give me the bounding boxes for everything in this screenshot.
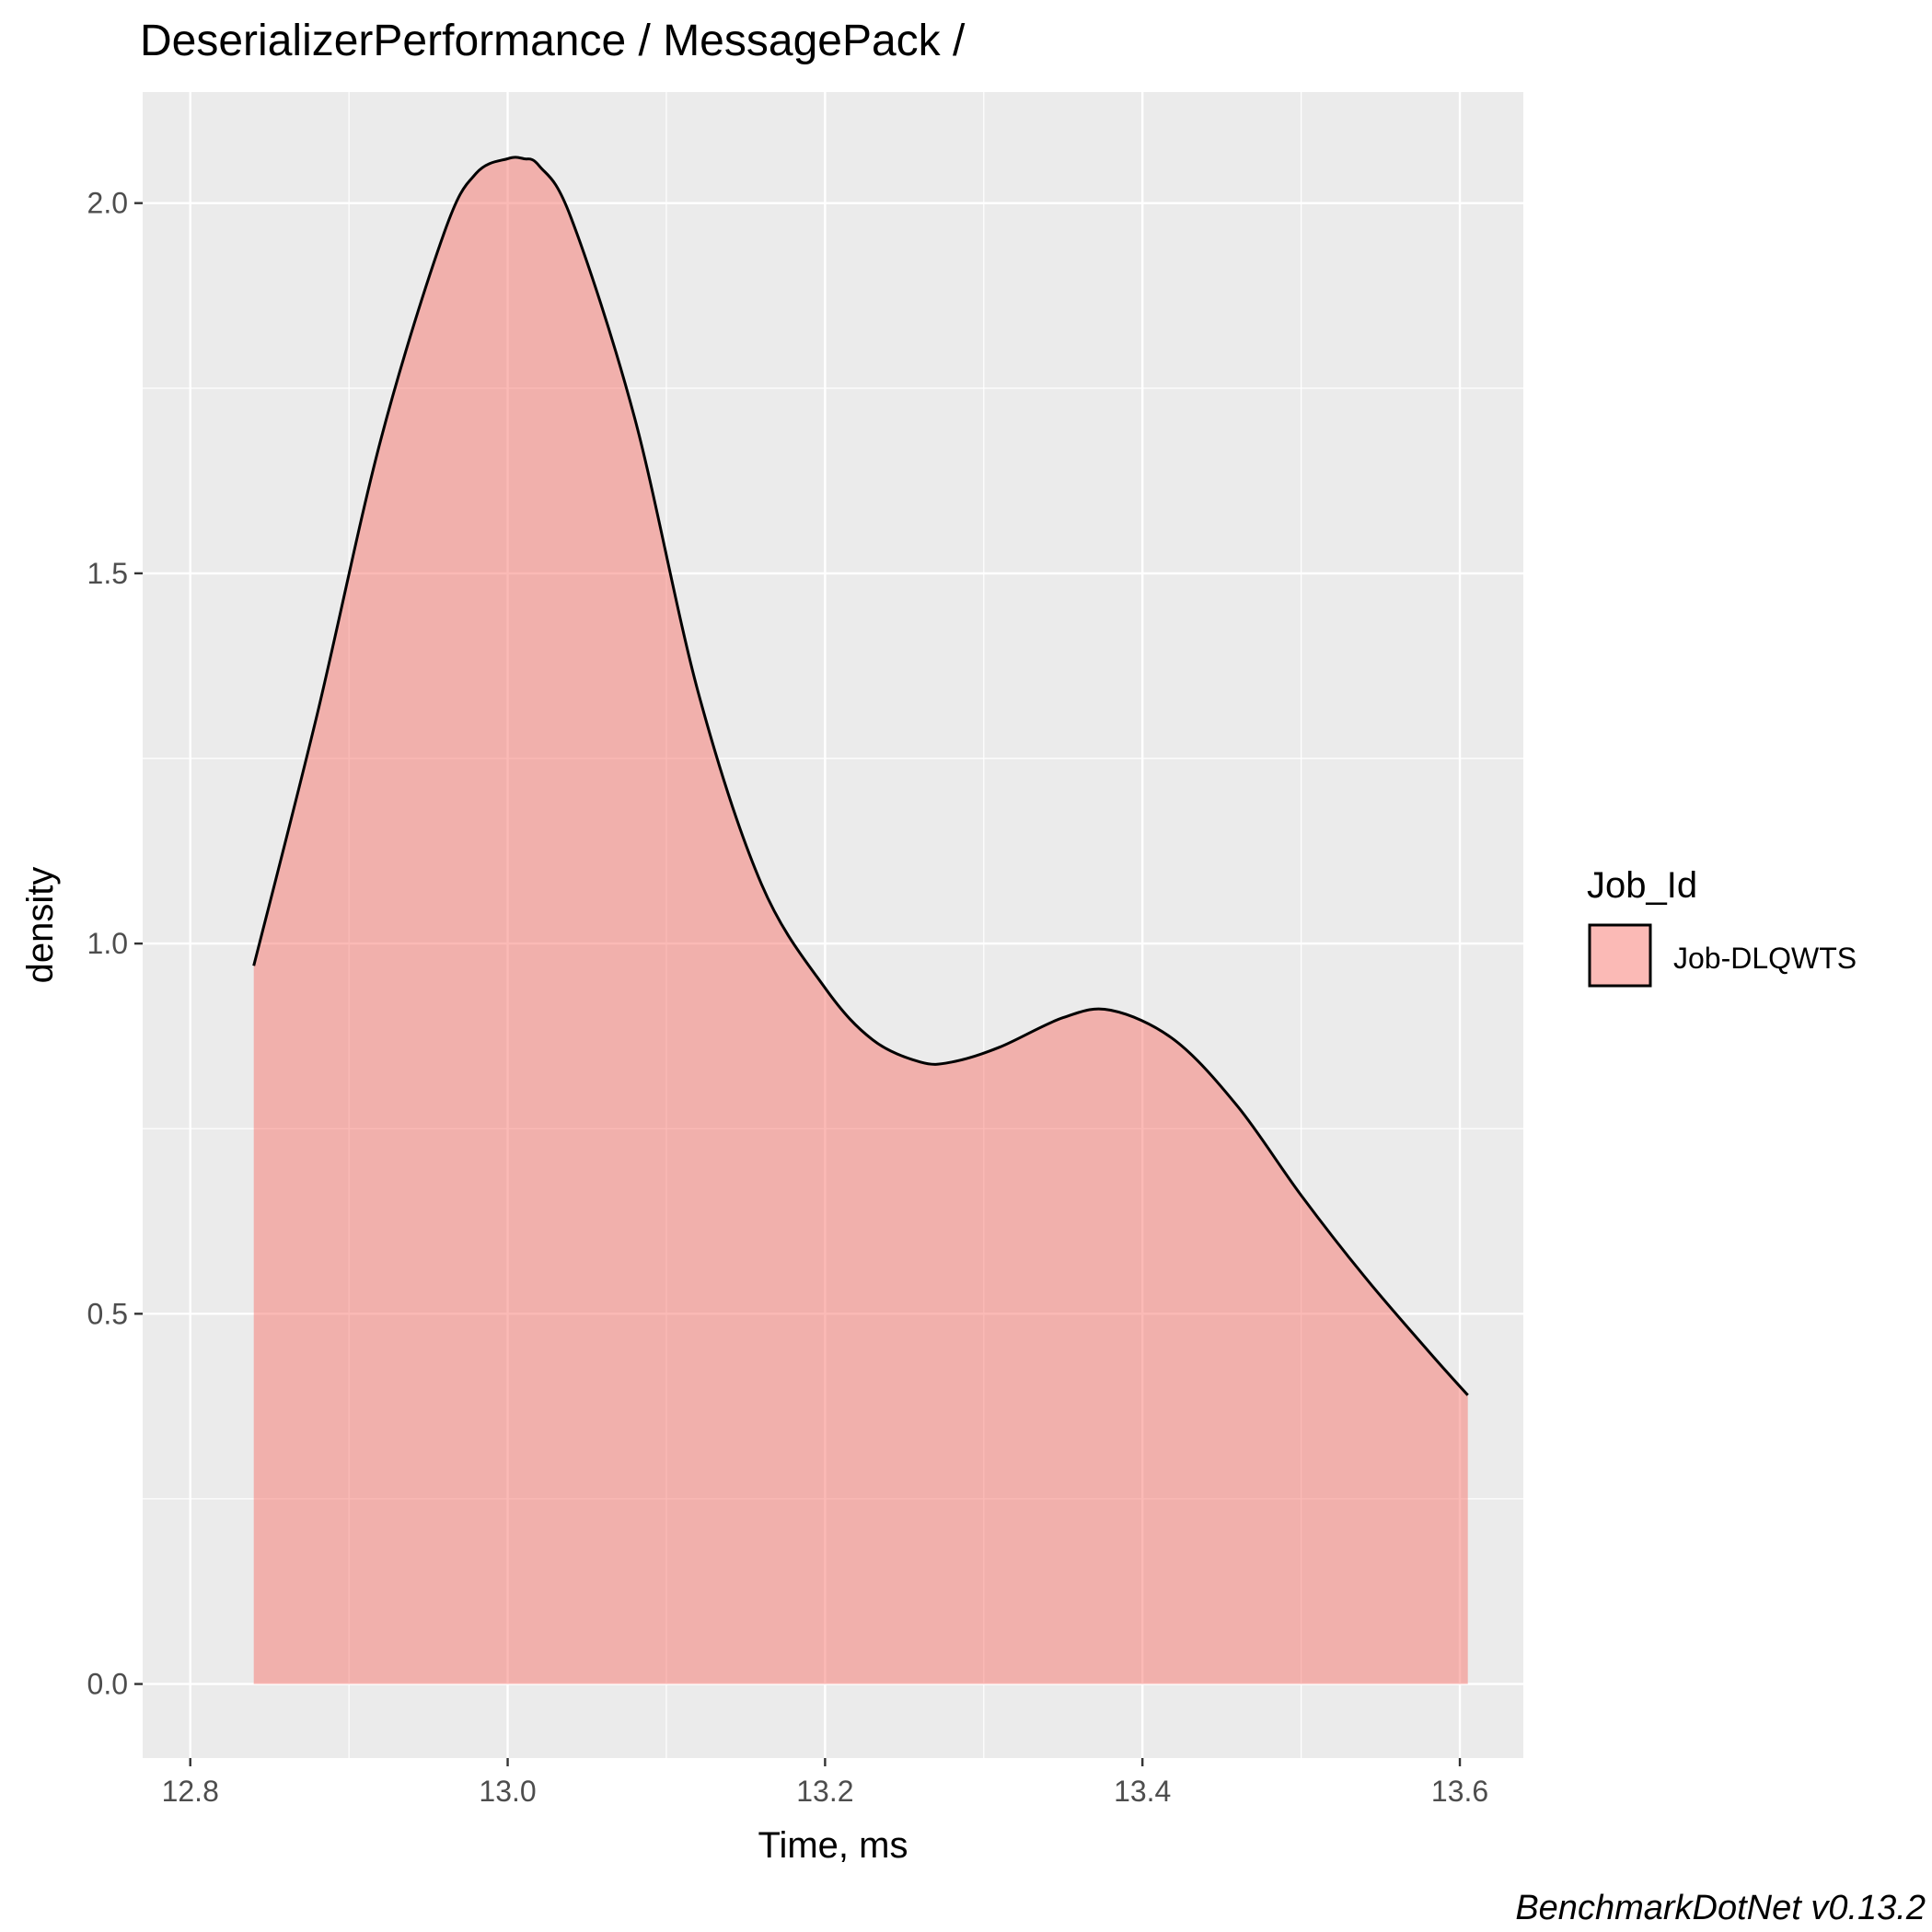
- x-tick-label: 13.6: [1431, 1775, 1488, 1808]
- legend: Job_Id Job-DLQWTS: [1587, 865, 1857, 988]
- x-tick-label: 12.8: [162, 1775, 219, 1808]
- x-tick-label: 13.2: [796, 1775, 853, 1808]
- y-tick-label: 2.0: [87, 187, 128, 220]
- density-line-job-dlqwts: [252, 156, 1469, 1396]
- y-tick-label: 0.5: [87, 1297, 128, 1330]
- y-tick-label: 1.0: [87, 927, 128, 960]
- y-tick-label: 1.5: [87, 557, 128, 590]
- density-area-job-dlqwts: [253, 156, 1468, 1684]
- y-tick-label: 0.0: [87, 1668, 128, 1701]
- y-axis: 0.0 0.5 1.0 1.5 2.0: [87, 187, 143, 1701]
- legend-title: Job_Id: [1587, 865, 1697, 906]
- legend-label-job-dlqwts: Job-DLQWTS: [1673, 942, 1857, 975]
- caption: BenchmarkDotNet v0.13.2: [1515, 1889, 1926, 1927]
- x-tick-label: 13.0: [479, 1775, 536, 1808]
- y-axis-title: density: [20, 867, 61, 984]
- x-axis: 12.8 13.0 13.2 13.4 13.6: [162, 1758, 1488, 1808]
- x-axis-title: Time, ms: [758, 1825, 908, 1866]
- x-tick-label: 13.4: [1114, 1775, 1171, 1808]
- legend-key-job-dlqwts: [1588, 923, 1652, 988]
- chart-title: DeserializerPerformance / MessagePack /: [140, 17, 966, 65]
